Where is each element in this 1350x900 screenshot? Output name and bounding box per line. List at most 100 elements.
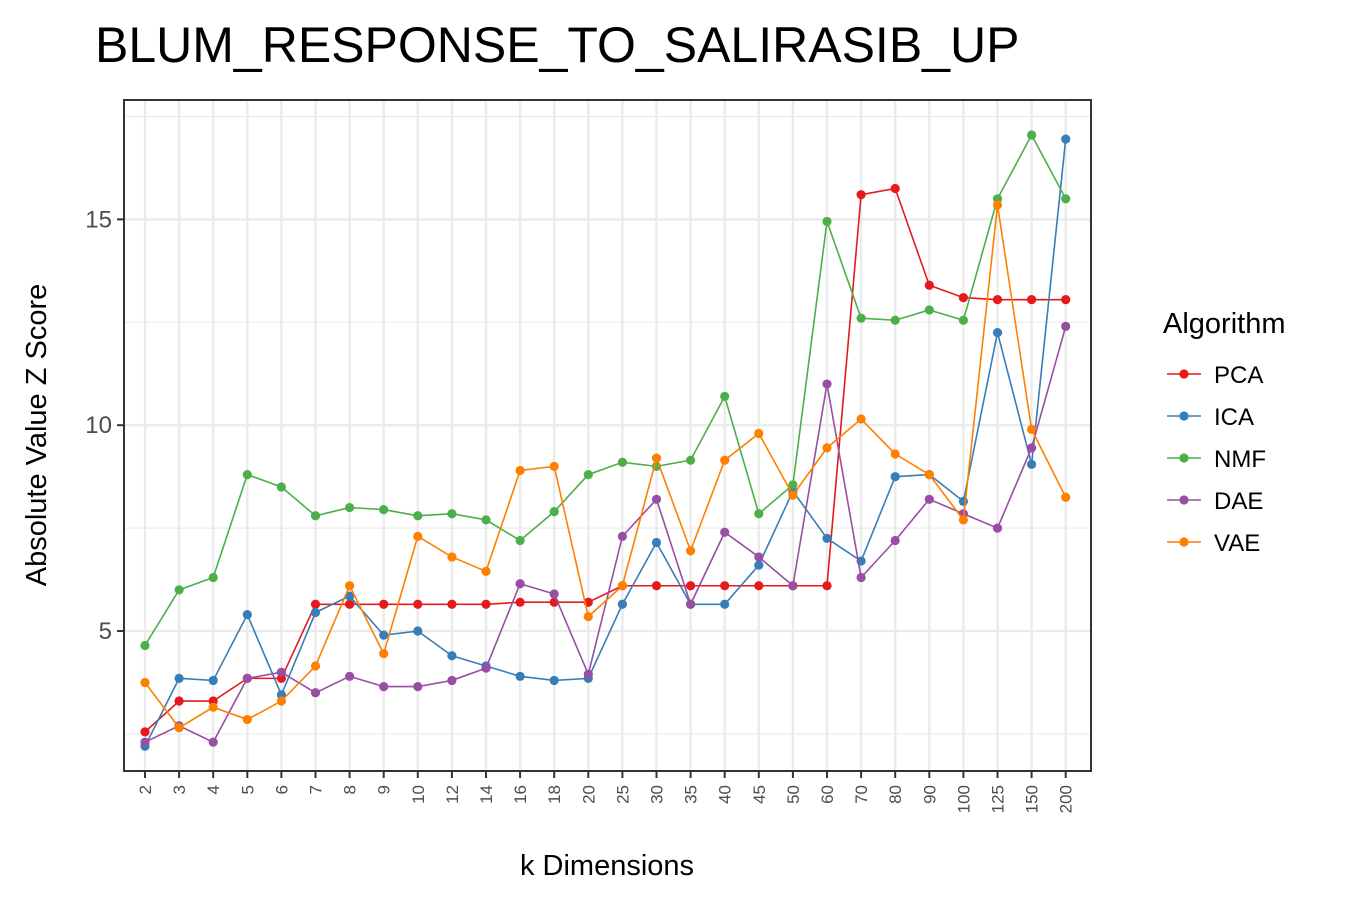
data-point [856,414,866,424]
data-point [651,494,662,504]
data-point [481,599,491,609]
data-point [345,502,355,513]
data-point [310,607,321,618]
data-point [208,675,218,686]
data-point [651,453,662,463]
x-tick-label: 5 [238,785,257,794]
data-point [242,714,252,725]
data-point [447,675,457,686]
data-point [1061,194,1071,204]
data-point [617,599,628,609]
data-point [583,669,593,679]
x-tick-label: 90 [920,785,939,804]
x-tick-label: 3 [170,785,189,794]
chart-title: BLUM_RESPONSE_TO_SALIRASIB_UP [95,17,1019,73]
x-tick-label: 45 [750,785,769,804]
data-point [1061,134,1071,144]
data-point [686,546,696,556]
data-point [549,507,559,517]
x-tick-label: 8 [341,785,360,794]
data-point [822,216,832,227]
y-tick-label: 15 [85,206,112,233]
data-point [754,428,764,439]
data-point [379,682,389,692]
legend-key-point [1179,537,1189,547]
data-point [958,292,969,303]
data-point [822,581,832,591]
data-point [174,585,184,595]
x-tick-label: 4 [204,785,223,794]
x-tick-label: 125 [989,785,1008,813]
data-point [1027,295,1037,305]
data-point [276,667,286,677]
series-dae [140,321,1071,747]
data-point [140,737,150,747]
x-tick-label: 25 [613,785,632,804]
x-tick-label: 10 [409,785,428,804]
data-point [822,533,832,544]
data-point [310,599,321,609]
data-point [617,531,628,541]
data-point [651,581,662,591]
legend-item-dae: DAE [1167,488,1263,515]
data-point [140,727,150,737]
legend: Algorithm PCA ICA NMF DAE VAE [1163,308,1286,557]
legend-item-nmf: NMF [1167,446,1266,473]
data-point [924,494,934,504]
data-point [1027,130,1037,140]
data-point [583,612,593,622]
data-point [992,523,1003,533]
data-point [1061,321,1071,332]
x-tick-label: 30 [648,785,667,804]
data-point [379,630,389,640]
data-point [515,465,525,476]
data-point [856,572,866,583]
x-tick-label: 200 [1057,785,1076,813]
legend-label: PCA [1214,362,1263,389]
x-tick-label: 70 [852,785,871,804]
data-point [617,457,628,467]
data-point [1027,459,1037,469]
data-point [515,579,525,589]
data-point [754,560,764,570]
data-point [720,599,730,609]
data-point [447,599,457,609]
data-point [140,640,150,651]
data-point [242,609,252,620]
x-tick-label: 100 [954,785,973,813]
data-point [958,496,969,506]
data-point [686,581,696,591]
data-point [174,723,184,733]
x-tick-label: 150 [1023,785,1042,813]
data-point [686,599,696,609]
data-point [413,626,423,636]
data-point [413,599,423,609]
x-axis-title: k Dimensions [520,850,694,882]
legend-key-point [1179,453,1189,463]
data-point [447,509,457,519]
legend-label: NMF [1214,446,1266,473]
data-point [481,566,491,576]
series-line-nmf [144,133,1067,646]
data-point [276,696,286,706]
data-point [549,461,559,471]
data-point [379,504,389,515]
data-point [890,472,900,482]
data-point [651,537,662,548]
plot-frame [123,99,1092,772]
legend-item-vae: VAE [1167,530,1260,557]
x-tick-label: 80 [886,785,905,804]
x-tick-label: 12 [443,785,462,804]
x-tick-label: 6 [272,785,291,794]
data-point [379,649,389,659]
data-point [754,581,764,591]
legend-key-point [1179,369,1189,379]
y-tick-label: 5 [99,618,112,645]
data-point [345,671,355,681]
data-point [822,443,832,453]
x-tick-label: 7 [307,785,326,794]
data-point [856,313,866,323]
data-point [208,702,218,712]
legend-label: VAE [1214,530,1260,557]
